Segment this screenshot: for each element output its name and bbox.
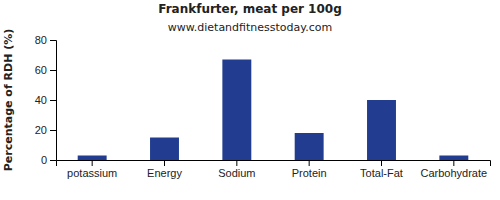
x-tick: Carbohydrate [421, 160, 488, 179]
y-tick-mark [50, 130, 56, 131]
x-tick-label: potassium [67, 167, 117, 179]
y-tick-mark [50, 100, 56, 101]
bars [78, 60, 469, 161]
x-tick: potassium [67, 160, 117, 179]
y-tick-label: 20 [35, 124, 47, 136]
x-tick-mark [236, 160, 237, 166]
x-tick-label: Protein [292, 167, 327, 179]
y-tick: 0 [41, 154, 56, 166]
y-tick-mark [50, 70, 56, 71]
bar [150, 138, 179, 161]
bar [222, 60, 251, 161]
bar [439, 156, 468, 161]
y-tick-mark [50, 40, 56, 41]
x-tick-mark [309, 160, 310, 166]
bar [295, 133, 324, 160]
x-tick: Energy [147, 160, 182, 179]
x-tick-mark [381, 160, 382, 166]
x-tick: Sodium [218, 160, 255, 179]
x-tick-label: Energy [147, 167, 182, 179]
x-tick-label: Carbohydrate [421, 167, 488, 179]
x-tick: Protein [292, 160, 327, 179]
chart: Frankfurter, meat per 100g www.dietandfit… [0, 0, 500, 200]
x-tick-label: Total-Fat [360, 167, 403, 179]
title: Frankfurter, meat per 100g [158, 2, 342, 16]
subtitle: www.dietandfitnesstoday.com [168, 21, 332, 34]
x-tick: Total-Fat [360, 160, 403, 179]
x-tick-label: Sodium [218, 167, 255, 179]
y-tick-label: 80 [35, 34, 47, 46]
y-tick-label: 0 [41, 154, 47, 166]
y-tick: 80 [35, 34, 56, 46]
y-axis: 0 20 40 60 80 [35, 34, 57, 166]
bar [367, 100, 396, 160]
y-axis-line [50, 41, 57, 161]
x-axis: potassium Energy Sodium Protein Total-Fat Car… [57, 160, 491, 179]
x-axis-line [57, 161, 491, 167]
y-tick-mark [50, 160, 56, 161]
x-tick-mark [164, 160, 165, 166]
x-tick-mark [92, 160, 93, 166]
x-tick-mark [453, 160, 454, 166]
y-tick: 40 [35, 94, 56, 106]
plot: 0 20 40 60 80 potassium Energy Sodium Protein Tot… [35, 34, 491, 179]
bar [78, 156, 107, 161]
y-tick-label: 60 [35, 64, 47, 76]
y-axis-title: Percentage of RDH (%) [2, 29, 15, 172]
y-tick: 20 [35, 124, 56, 136]
y-tick-label: 40 [35, 94, 47, 106]
y-tick: 60 [35, 64, 56, 76]
